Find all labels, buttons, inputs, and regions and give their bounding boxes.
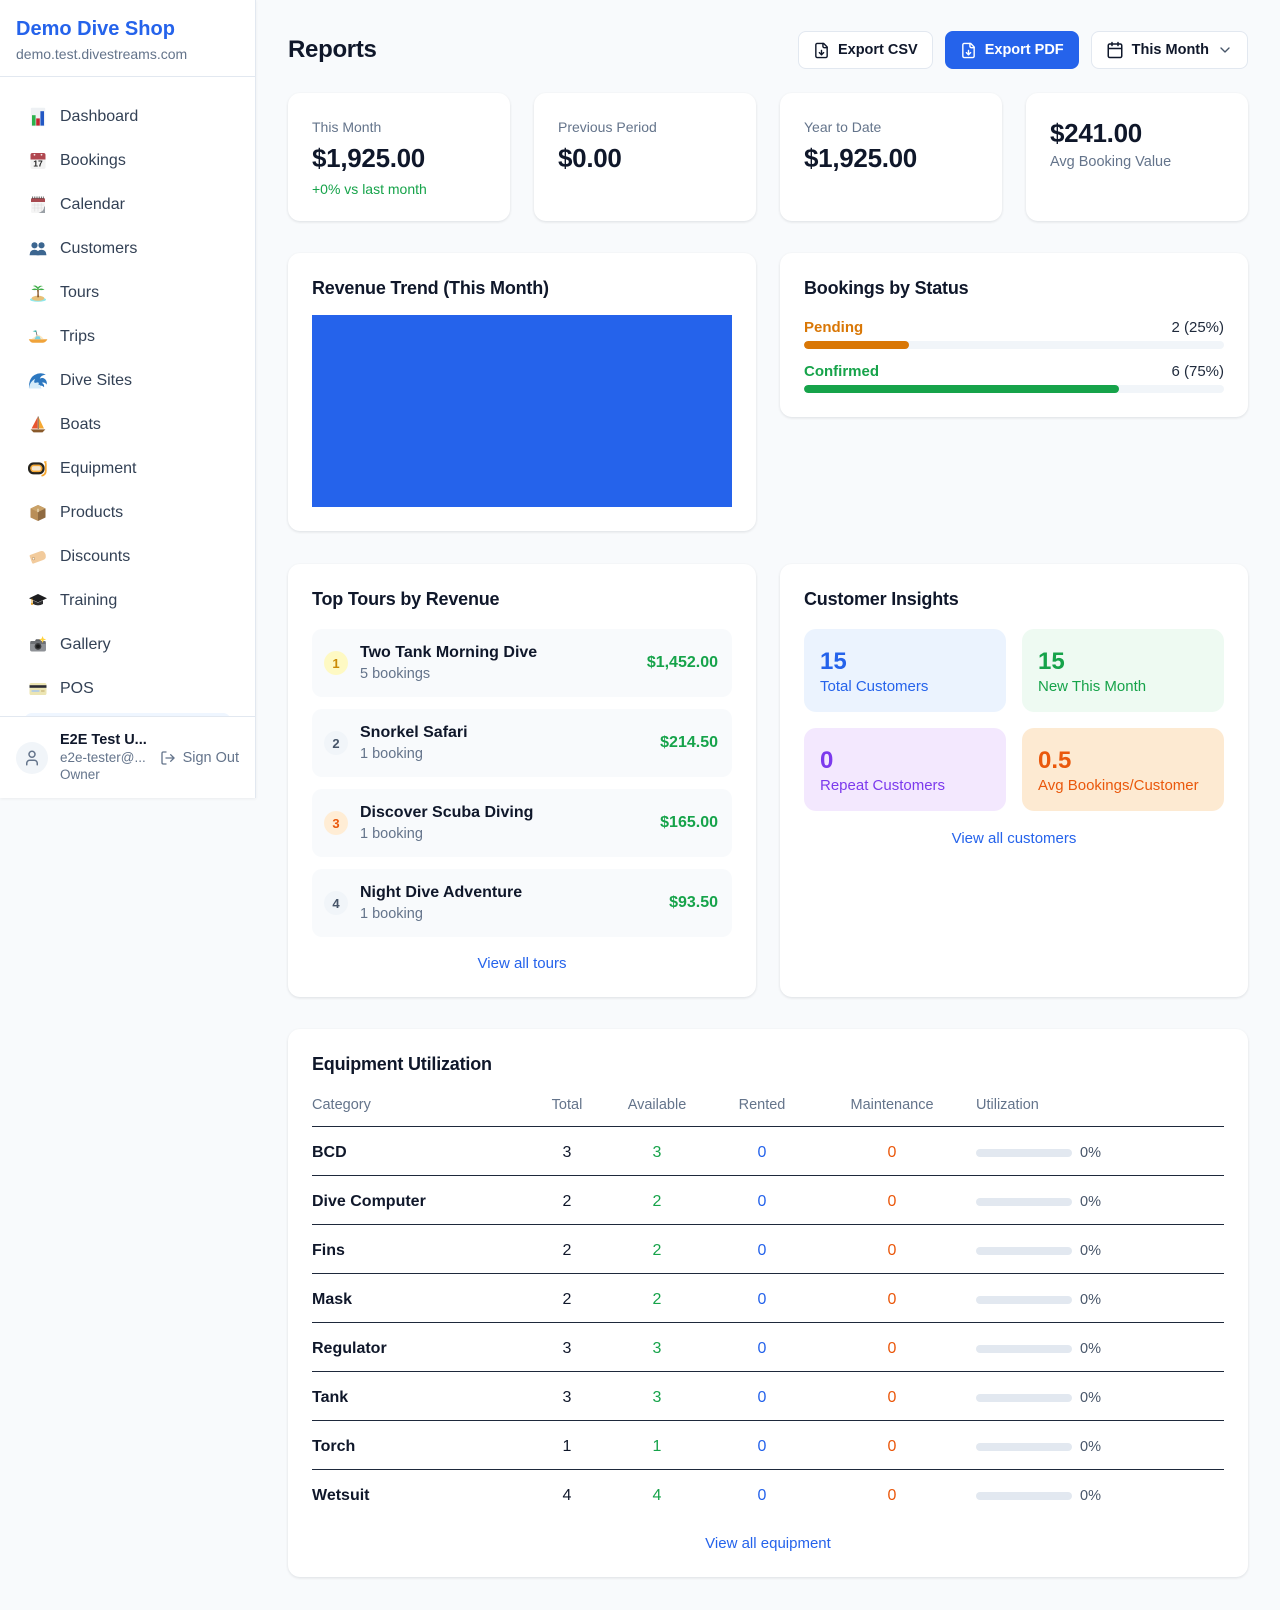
svg-text:17: 17 [33, 159, 43, 169]
